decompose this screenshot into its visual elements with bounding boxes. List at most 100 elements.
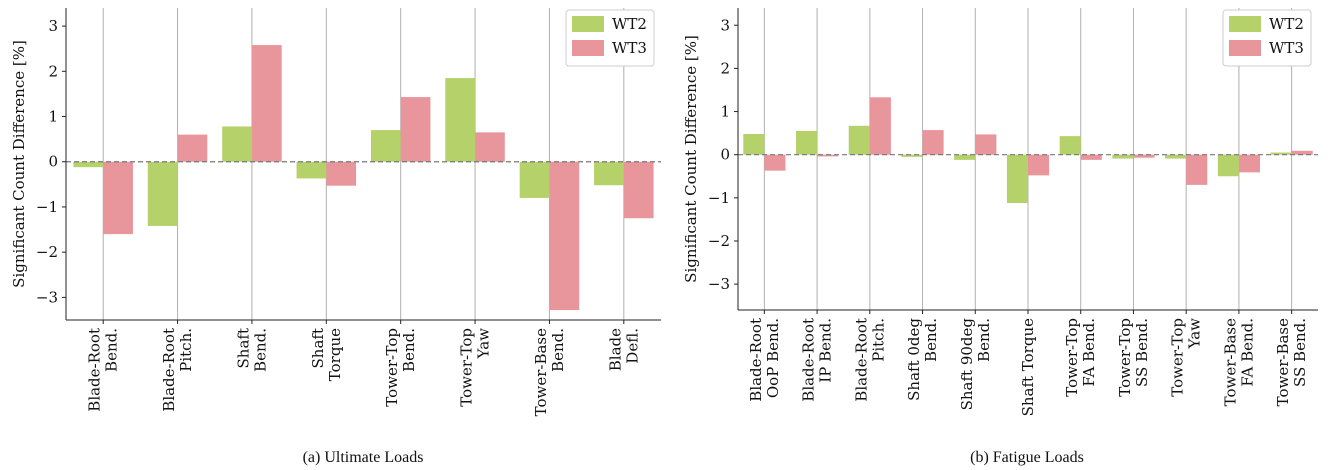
- y-tick-label: 0: [48, 153, 58, 171]
- bar-wt3: [1028, 154, 1050, 176]
- x-tick-label: Blade-Root OoP Bend.: [747, 318, 782, 402]
- x-tick-label: Tower-Top SS Bend.: [1116, 318, 1151, 397]
- y-axis-label: Significant Count Difference [%]: [682, 35, 700, 283]
- chart-caption: (b) Fatigue Loads: [970, 449, 1084, 466]
- x-tick-label: Shaft 90deg Bend.: [958, 318, 993, 411]
- x-tick-label-line: Tower-Top: [1169, 318, 1187, 397]
- bar-wt3: [400, 97, 431, 162]
- x-tick-label-line: FA Bend.: [1080, 318, 1098, 387]
- x-tick-label: Tower-Base Bend.: [532, 328, 567, 416]
- y-tick-label: −3: [36, 288, 58, 306]
- bar-wt2: [848, 125, 870, 155]
- bar-wt3: [764, 154, 786, 171]
- x-tick-label-line: OoP Bend.: [764, 318, 782, 398]
- y-axis-label: Significant Count Difference [%]: [10, 40, 28, 288]
- bar-wt3: [1133, 154, 1155, 158]
- x-tick-label-line: SS Bend.: [1291, 318, 1309, 387]
- y-tick-label: −2: [708, 232, 730, 250]
- x-tick-label: Blade-Root Bend.: [86, 328, 121, 412]
- x-tick-label-line: Blade-Root: [160, 328, 178, 412]
- y-tick-label: −1: [36, 198, 58, 216]
- bar-wt2: [1165, 154, 1187, 159]
- x-tick-label: Shaft Torque: [1019, 318, 1037, 417]
- x-tick-label-line: SS Bend.: [1133, 318, 1151, 387]
- bar-wt2: [147, 161, 178, 226]
- x-tick-label-line: Yaw: [475, 328, 493, 360]
- legend-swatch-wt3: [572, 40, 604, 56]
- y-tick-label: −1: [708, 189, 730, 207]
- bar-wt3: [549, 161, 580, 311]
- x-tick-label-line: Shaft 90deg: [958, 318, 976, 411]
- bar-wt2: [1112, 154, 1134, 159]
- bar-wt2: [73, 161, 104, 168]
- x-tick-label: Tower-Top FA Bend.: [1063, 318, 1098, 397]
- y-tick-label: 2: [720, 59, 730, 77]
- bar-wt3: [326, 161, 357, 186]
- x-tick-label-line: Bend.: [400, 328, 418, 372]
- y-tick-label: 0: [720, 146, 730, 164]
- x-tick-label-line: Blade-Root: [86, 328, 104, 412]
- legend-swatch-wt2: [572, 16, 604, 32]
- x-tick-label-line: Tower-Base: [1274, 318, 1292, 406]
- x-tick-label: Tower-Top Bend.: [383, 328, 418, 407]
- bar-wt2: [370, 130, 401, 162]
- x-tick-label-line: FA Bend.: [1238, 318, 1256, 387]
- x-tick-label-line: Shaft Torque: [1019, 318, 1037, 417]
- bar-wt2: [796, 130, 818, 155]
- x-tick-label-line: Torque: [326, 328, 344, 381]
- bar-wt3: [623, 161, 654, 219]
- x-tick-label-line: Bend.: [251, 328, 269, 372]
- x-tick-label: Shaft Torque: [309, 328, 344, 381]
- y-tick-label: 2: [48, 62, 58, 80]
- bar-wt3: [1291, 150, 1313, 155]
- bar-wt2: [1006, 154, 1028, 204]
- x-tick-label-line: Tower-Base: [1221, 318, 1239, 406]
- bar-wt3: [475, 132, 505, 162]
- bar-wt2: [1270, 152, 1292, 155]
- x-tick-label-line: Blade-Root: [852, 318, 870, 402]
- x-tick-label-line: Pitch.: [177, 328, 195, 372]
- legend-label: WT2: [612, 15, 647, 33]
- bar-wt2: [901, 154, 923, 157]
- legend-swatch-wt3: [1229, 40, 1261, 56]
- x-tick-label: Tower-Top Yaw: [458, 328, 493, 407]
- x-tick-label: Tower-Base FA Bend.: [1221, 318, 1256, 406]
- y-tick-label: 1: [720, 103, 730, 121]
- legend-label: WT3: [1269, 39, 1304, 57]
- bar-wt3: [1238, 154, 1260, 173]
- x-tick-label: Blade Defl.: [606, 328, 641, 371]
- bar-wt3: [251, 45, 282, 162]
- bar-wt3: [975, 134, 997, 155]
- x-tick-label-line: Tower-Top: [383, 328, 401, 407]
- bar-wt3: [177, 134, 208, 162]
- bar-wt2: [594, 161, 624, 186]
- x-tick-label: Tower-Base SS Bend.: [1274, 318, 1309, 406]
- x-tick-label-line: Blade-Root: [747, 318, 765, 402]
- bar-wt2: [1217, 154, 1239, 177]
- y-tick-label: 3: [720, 16, 730, 34]
- x-tick-label-line: Blade: [606, 328, 624, 371]
- x-tick-label: Tower-Top Yaw: [1169, 318, 1204, 397]
- x-tick-label-line: Tower-Top: [1116, 318, 1134, 397]
- x-tick-label-line: Bend.: [922, 318, 940, 362]
- legend-label: WT2: [1269, 15, 1304, 33]
- legend-swatch-wt2: [1229, 16, 1261, 32]
- bar-wt3: [1080, 154, 1102, 160]
- x-tick-label-line: Bend.: [975, 318, 993, 362]
- x-tick-label: Blade-Root Pitch.: [160, 328, 195, 412]
- y-tick-label: −2: [36, 243, 58, 261]
- bar-wt2: [1059, 136, 1081, 155]
- bar-wt3: [817, 154, 839, 157]
- bar-wt2: [296, 161, 327, 179]
- x-tick-label-line: Shaft: [309, 328, 327, 368]
- x-tick-label: Shaft 0deg Bend.: [905, 318, 940, 401]
- x-tick-label: Shaft Bend.: [234, 328, 269, 372]
- x-tick-label-line: Blade-Root: [800, 318, 818, 402]
- x-tick-label-line: Tower-Top: [1063, 318, 1081, 397]
- x-tick-label: Blade-Root Pitch.: [852, 318, 887, 402]
- x-tick-label: Blade-Root IP Bend.: [800, 318, 835, 402]
- bar-wt2: [519, 161, 550, 198]
